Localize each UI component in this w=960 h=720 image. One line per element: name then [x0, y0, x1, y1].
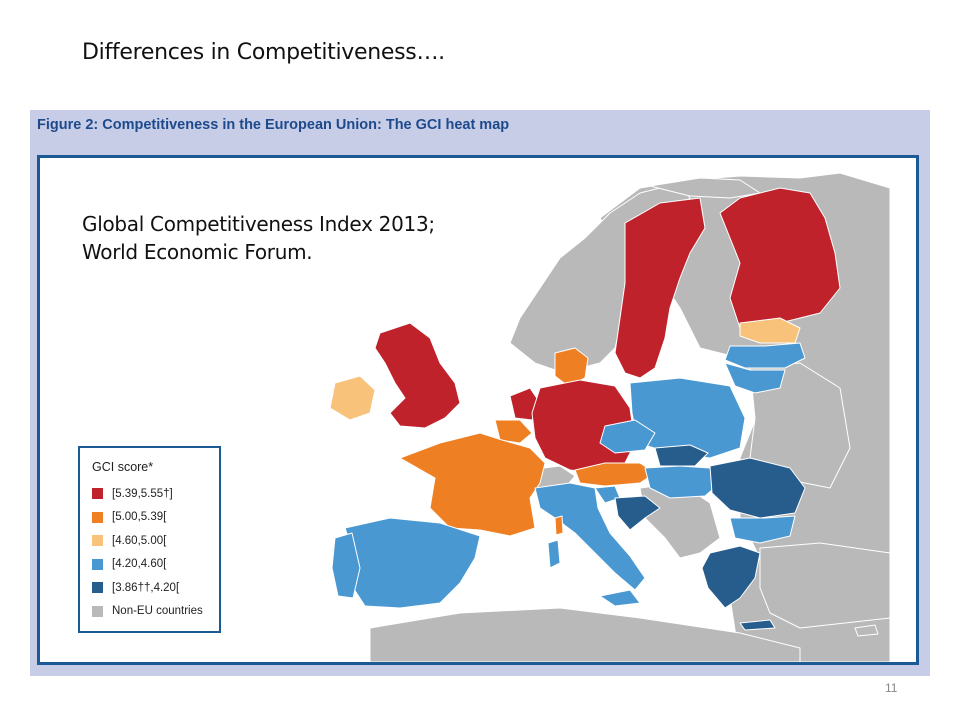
region-slovakia: [654, 444, 709, 467]
legend-label: [5.00,5.39[: [112, 511, 167, 524]
region-finland: [719, 187, 841, 329]
region-greece: [701, 545, 761, 609]
legend-swatch: [92, 558, 103, 570]
region-latvia: [724, 342, 806, 369]
region-belgium: [494, 419, 533, 444]
region-crete: [739, 619, 776, 631]
legend-item: [5.00,5.39[: [92, 506, 219, 530]
legend-label: [4.60,5.00[: [112, 534, 167, 547]
region-denmark: [554, 347, 589, 387]
region-sardinia: [547, 539, 561, 569]
map-subtitle: Global Competitiveness Index 2013; World…: [82, 210, 435, 266]
region-portugal: [331, 532, 361, 599]
legend-item: [5.39,5.55†]: [92, 482, 219, 506]
legend-item: [4.20,4.60[: [92, 553, 219, 577]
region-united-kingdom: [374, 322, 461, 429]
region-sweden: [614, 197, 706, 379]
region-cyprus: [854, 624, 879, 637]
legend-item: [3.86††,4.20[: [92, 576, 219, 600]
legend-swatch: [92, 582, 103, 594]
region-belarus-ukraine: [749, 362, 851, 489]
region-bulgaria: [729, 515, 796, 544]
legend-item: [4.60,5.00[: [92, 529, 219, 553]
region-sicily: [599, 589, 641, 607]
legend-swatch: [92, 511, 103, 523]
subtitle-line-2: World Economic Forum.: [82, 240, 313, 264]
legend-label: [3.86††,4.20[: [112, 581, 180, 594]
legend-swatch: [92, 535, 103, 547]
region-north-africa: [369, 607, 801, 662]
region-croatia: [614, 495, 661, 531]
map-frame: Global Competitiveness Index 2013; World…: [37, 155, 919, 665]
slide-title: Differences in Competitiveness….: [82, 40, 445, 65]
region-romania: [709, 457, 806, 519]
figure-caption: Figure 2: Competitiveness in the Europea…: [37, 117, 510, 133]
legend-title: GCI score*: [92, 460, 154, 474]
region-spain: [344, 517, 481, 609]
region-france: [399, 432, 546, 537]
legend-label: Non-EU countries: [112, 605, 203, 618]
region-ireland: [329, 375, 376, 421]
region-lithuania: [724, 362, 786, 394]
legend-label: [4.20,4.60[: [112, 558, 167, 571]
region-czech-republic: [599, 419, 656, 454]
legend-swatch: [92, 605, 103, 617]
region-turkey: [759, 542, 891, 629]
europe-map: [329, 172, 891, 662]
map-legend: GCI score* [5.39,5.55†] [5.00,5.39[ [4.6…: [78, 446, 221, 633]
legend-item: Non-EU countries: [92, 600, 219, 624]
legend-swatch: [92, 488, 103, 500]
legend-label: [5.39,5.55†]: [112, 487, 173, 500]
page-number: 11: [885, 681, 898, 695]
subtitle-line-1: Global Competitiveness Index 2013;: [82, 212, 435, 236]
region-corsica: [554, 515, 564, 536]
